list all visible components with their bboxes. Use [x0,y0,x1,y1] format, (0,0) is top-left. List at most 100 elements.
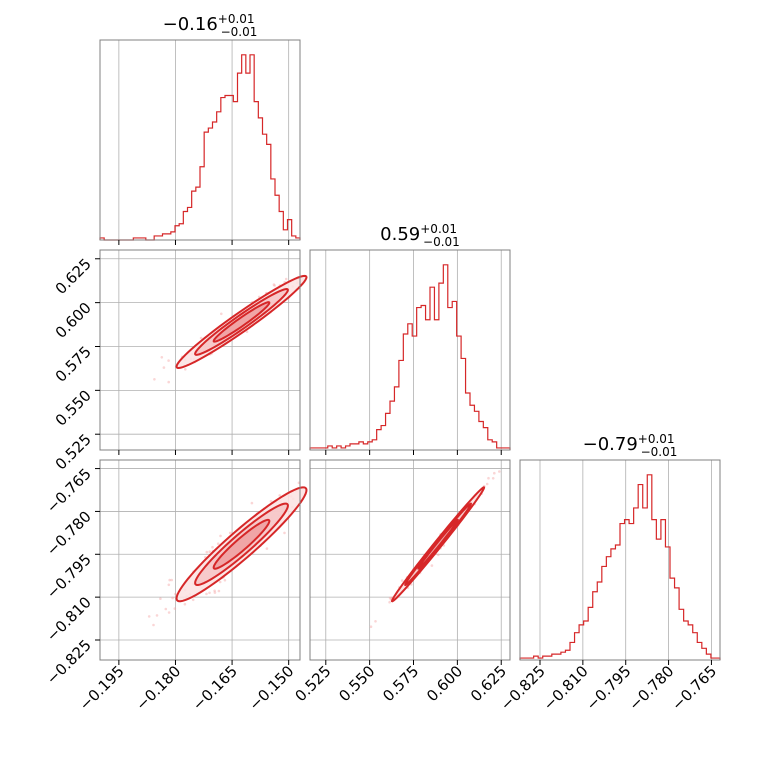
x-tick-label: −0.780 [625,662,677,714]
x-tick-label: 0.550 [335,662,378,705]
density-contour [175,274,308,369]
error-minus: −0.01 [641,445,678,459]
x-tick-label: 0.600 [423,662,466,705]
median-value: −0.79 [583,434,638,455]
sample-point [208,591,211,595]
sample-point [245,330,249,334]
sample-point [171,596,174,600]
sample-point [498,470,501,473]
density-contour [175,486,308,603]
sample-point [205,592,208,596]
x-tick-label: −0.795 [583,662,635,714]
sample-point [155,614,159,617]
x-tick-label: −0.180 [132,662,184,714]
sample-point [223,578,227,582]
x-tick-label: −0.150 [246,662,298,714]
sample-point [493,471,496,475]
panel-frame [309,459,511,661]
sample-point [147,615,151,618]
density-fill [213,302,270,342]
sample-point [167,583,171,587]
sample-point [167,359,170,362]
sample-point [228,531,232,535]
y-tick-label: −0.780 [43,508,95,560]
sample-point [265,547,269,550]
histogram-panel-0: −0.16+0.01 −0.01 [99,12,301,245]
sample-point [168,578,171,582]
sample-point [205,550,209,554]
y-tick-label: −0.810 [43,593,95,645]
sample-point [159,597,162,600]
sample-point [269,500,273,503]
histogram-steps [519,474,721,660]
sample-point [487,476,490,480]
density-contour [212,301,271,343]
sample-point [219,534,222,538]
y-tick-label: 0.600 [52,299,95,342]
sample-point [272,283,276,286]
sample-point [220,312,223,316]
scatter-panel-2-0 [95,459,308,665]
sample-point [216,542,220,545]
density-fill [213,519,270,569]
error-minus: −0.01 [423,235,460,249]
sample-point [164,607,168,611]
sample-point [170,578,173,582]
sample-point [152,623,155,627]
scatter-panel-2-1 [309,459,511,665]
sample-point [213,589,216,593]
scatter-panel-1-0 [95,249,308,455]
density-contour [391,486,486,603]
panel-frame [99,459,301,661]
density-contour [417,518,459,570]
x-tick-label: −0.165 [189,662,241,714]
histogram-steps [99,54,301,241]
histogram-panel-2: −0.79+0.01 −0.01 [519,432,721,665]
sample-point [174,592,177,596]
y-tick-label: −0.825 [43,636,95,688]
sample-point [167,611,171,614]
panel-frame [99,39,301,241]
panel-title: 0.59+0.01 −0.01 [380,222,460,249]
sample-point [167,380,170,384]
density-contour [212,518,271,570]
y-tick-label: −0.765 [43,465,95,517]
density-fill [418,519,458,569]
sample-point [183,602,187,606]
median-value: −0.16 [163,14,218,35]
x-tick-label: 0.525 [292,662,335,705]
y-tick-label: 0.625 [52,255,95,298]
sample-point [199,336,203,340]
sample-point [162,366,166,369]
sample-point [430,564,434,567]
sample-point [485,482,489,486]
sample-point [213,591,217,594]
error-plus: +0.01 [638,432,675,446]
sample-point [217,589,221,593]
density-contour [404,502,472,587]
y-tick-label: 0.525 [52,430,95,473]
sample-point [160,356,164,359]
sample-point [437,553,440,557]
median-value: 0.59 [380,224,420,245]
sample-point [278,494,282,497]
panel-title: −0.79+0.01 −0.01 [583,432,678,459]
x-tick-label: −0.765 [668,662,720,714]
sample-point [184,368,187,371]
panel-frame [309,249,511,451]
x-tick-label: −0.810 [540,662,592,714]
error-minus: −0.01 [221,25,258,39]
panel-frame [99,249,301,451]
x-tick-label: −0.195 [76,662,128,714]
sample-point [400,579,404,582]
sample-point [218,580,222,584]
sample-point [283,531,286,535]
error-plus: +0.01 [218,12,255,26]
sample-point [491,477,495,480]
sample-point [374,620,377,623]
sample-point [211,545,214,549]
density-contour [194,288,289,356]
sample-point [153,378,156,381]
histogram-panel-1: 0.59+0.01 −0.01 [309,222,511,455]
